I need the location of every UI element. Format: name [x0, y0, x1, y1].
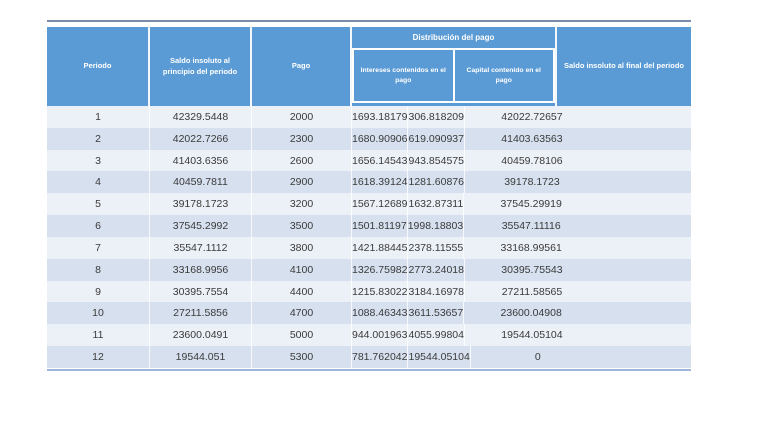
- table-cell: 41403.63563: [501, 132, 563, 145]
- table-cell: 40459.7811: [150, 171, 252, 194]
- table-cell: 3: [47, 149, 150, 172]
- table-cell: 4400: [252, 280, 352, 303]
- header-saldo-final: Saldo insoluto al final del periodo: [563, 61, 684, 71]
- header-capital: Capital contenido en el pago: [466, 66, 541, 84]
- table-row: 1 42329.5448 2000 1693.18179 306.818209 42022…: [47, 106, 691, 128]
- table-cell: 1998.18803: [408, 215, 465, 237]
- table-cell: 1567.12689: [352, 193, 409, 216]
- table-row: 10 27211.5856 4700 1088.46343 3611.53657 2360…: [47, 302, 691, 325]
- table-body: 1 42329.5448 2000 1693.18179 306.818209 42022…: [47, 106, 691, 368]
- table-cell: 19544.05104: [501, 329, 563, 342]
- table-cell: 5000: [252, 324, 352, 347]
- table-row: 3 41403.6356 2600 1656.14543 943.854575 40459…: [47, 149, 691, 172]
- table-cell: 3611.53657: [408, 302, 465, 325]
- table-row: 2 42022.7266 2300 1680.90906 619.090937 41403…: [47, 127, 691, 150]
- table-cell: 19544.051: [150, 346, 252, 368]
- table-header: Periodo Saldo insoluto al principio del …: [47, 27, 691, 106]
- table-cell: 3200: [252, 193, 352, 216]
- table-cell: 4100: [252, 258, 352, 281]
- table-row: 6 37545.2992 3500 1501.81197 1998.18803 35547…: [47, 215, 691, 237]
- table-cell: 5300: [252, 346, 352, 368]
- table-cell: 943.854575: [408, 149, 465, 172]
- table-cell: 1215.83022: [352, 280, 409, 303]
- table-cell: 7: [47, 236, 150, 259]
- header-pago: Pago: [252, 27, 352, 106]
- table-cell: 2: [47, 127, 150, 150]
- table-cell: 4: [47, 171, 150, 194]
- table-cell: 19544.05104: [408, 346, 471, 368]
- table-cell: 2600: [252, 149, 352, 172]
- table-cell: 30395.75543: [501, 263, 563, 276]
- table-cell: 2378.11555: [408, 236, 465, 259]
- table-cell: 619.090937: [408, 127, 465, 150]
- table-cell: 12: [47, 346, 150, 368]
- table-row: 4 40459.7811 2900 1618.39124 1281.60876 39178…: [47, 171, 691, 194]
- table-cell: 5: [47, 193, 150, 216]
- table-cell: 3500: [252, 215, 352, 237]
- table-cell: 944.001963: [352, 324, 409, 347]
- header-group-distribucion: Distribución del pago Intereses contenid…: [352, 27, 557, 106]
- table-cell: 9: [47, 280, 150, 303]
- table-cell: 1680.90906: [352, 127, 409, 150]
- header-saldo-inicio: Saldo insoluto al principio del periodo: [150, 27, 252, 106]
- table-cell: 2000: [252, 106, 352, 128]
- table-row: 9 30395.7554 4400 1215.83022 3184.16978 27211…: [47, 280, 691, 303]
- table-cell: 2773.24018: [408, 258, 465, 281]
- table-cell: 23600.0491: [150, 324, 252, 347]
- table-cell: 37545.2992: [150, 215, 252, 237]
- table-cell: 37545.29919: [500, 198, 562, 211]
- table-cell: 3184.16978: [408, 280, 465, 303]
- table-cell: 2900: [252, 171, 352, 194]
- table-cell: 27211.58565: [501, 285, 563, 298]
- table-cell: 33168.99561: [500, 241, 562, 254]
- table-row: 8 33168.9956 4100 1326.75982 2773.24018 30395…: [47, 258, 691, 281]
- table-cell: 1632.87311: [408, 193, 465, 216]
- table-cell: 1501.81197: [352, 215, 408, 237]
- table-cell: 781.762042: [352, 346, 409, 368]
- table-cell: 11: [47, 324, 150, 347]
- table-row: 7 35547.1112 3800 1421.88445 2378.11555 33168…: [47, 236, 691, 259]
- table-cell: 1281.60876: [408, 171, 465, 194]
- table-cell: 42022.7266: [150, 127, 252, 150]
- table-cell: 8: [47, 258, 150, 281]
- table-cell: 39178.1723: [150, 193, 252, 216]
- table-bottom-rule: [47, 369, 691, 371]
- header-periodo: Periodo: [47, 27, 150, 106]
- header-group-label: Distribución del pago: [412, 33, 495, 42]
- table-cell: 4700: [252, 302, 352, 325]
- header-intereses: Intereses contenidos en el pago: [354, 50, 455, 101]
- table-cell: 42329.5448: [150, 106, 252, 128]
- table-row: 12 19544.051 5300 781.762042 19544.05104 0: [47, 346, 691, 368]
- table-cell: 42022.72657: [501, 110, 563, 123]
- table-cell: 10: [47, 302, 150, 325]
- amortization-table: Periodo Saldo insoluto al principio del …: [47, 20, 691, 371]
- table-cell: 6: [47, 215, 150, 237]
- table-row: 5 39178.1723 3200 1567.12689 1632.87311 37545…: [47, 193, 691, 216]
- table-cell: 306.818209: [408, 106, 465, 128]
- table-cell: 39178.1723: [504, 176, 560, 189]
- table-row: 11 23600.0491 5000 944.001963 4055.99804 1954…: [47, 324, 691, 347]
- header-group-box: Intereses contenidos en el pago Capital …: [352, 48, 555, 103]
- table-cell: 1: [47, 106, 150, 128]
- table-cell: 33168.9956: [150, 258, 252, 281]
- table-cell: 1656.14543: [352, 149, 409, 172]
- table-cell: 2300: [252, 127, 352, 150]
- table-cell: 1088.46343: [352, 302, 409, 325]
- table-cell: 1421.88445: [352, 236, 409, 259]
- table-cell: 3800: [252, 236, 352, 259]
- table-cell: 27211.5856: [150, 302, 252, 325]
- table-cell: 1326.75982: [352, 258, 409, 281]
- table-cell: 0: [534, 351, 541, 364]
- table-cell: 40459.78106: [501, 154, 563, 167]
- table-cell: 35547.11116: [501, 220, 561, 233]
- table-cell: 30395.7554: [150, 280, 252, 303]
- table-cell: 23600.04908: [500, 307, 562, 320]
- table-top-rule: [47, 20, 691, 22]
- table-cell: 4055.99804: [408, 324, 465, 347]
- table-cell: 1693.18179: [352, 106, 409, 128]
- table-cell: 35547.1112: [150, 236, 252, 259]
- table-cell: 1618.39124: [352, 171, 409, 194]
- table-cell: 41403.6356: [150, 149, 252, 172]
